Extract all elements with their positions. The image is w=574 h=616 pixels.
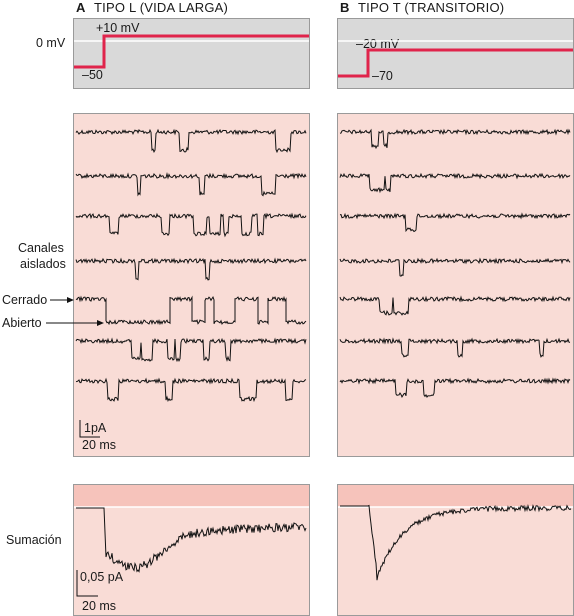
channel-trace-b-1 [339,128,571,150]
panel-a-letter: A [76,0,86,15]
closed-label: Cerrado [2,293,48,307]
voltage-box-b [337,18,574,89]
closed-arrow-head [67,297,74,303]
step-a-low-label: –50 [82,68,103,82]
summation-label: Sumación [6,533,62,547]
voltage-step-a [74,34,309,69]
step-b-low-label: –70 [372,69,393,83]
channel-trace-b-5 [339,295,571,316]
sum-scale-current-label: 0,05 pA [80,570,124,584]
channel-trace-b-2 [339,172,571,194]
step-a-high-label: +10 mV [96,21,140,35]
scale-bar-channels [79,420,100,438]
channel-trace-a-2 [75,172,307,197]
channels-label-line2: aislados [20,257,66,271]
channel-trace-b-6 [339,337,571,358]
channel-trace-b-3 [339,212,571,233]
zero-mv-label: 0 mV [36,36,66,50]
voltage-box-a [73,18,310,89]
scale-bar-summation [76,570,98,597]
open-label: Abierto [2,316,42,330]
panel-b-title: TIPO T (TRANSITORIO) [358,0,505,15]
panel-a-title: TIPO L (VIDA LARGA) [94,0,229,15]
open-arrow-head [97,320,104,326]
scale-current-label: 1pA [84,421,107,435]
summation-band-b [338,485,573,507]
channel-trace-a-6 [75,337,307,363]
channel-trace-a-7 [75,377,307,403]
channel-trace-a-5 [75,295,307,326]
channel-trace-a-3 [75,212,307,238]
summation-band-a [74,485,309,507]
summation-trace-a [76,507,307,573]
channel-trace-b-7 [339,377,571,398]
voltage-step-b [338,48,573,78]
channel-trace-b-4 [339,257,571,277]
panel-b-letter: B [340,0,350,15]
summation-trace-b [340,503,572,581]
channels-label-line1: Canales [18,241,64,255]
channel-trace-a-1 [75,128,307,154]
scale-time-label: 20 ms [82,438,117,452]
channel-trace-a-4 [75,257,307,281]
sum-scale-time-label: 20 ms [82,599,117,613]
